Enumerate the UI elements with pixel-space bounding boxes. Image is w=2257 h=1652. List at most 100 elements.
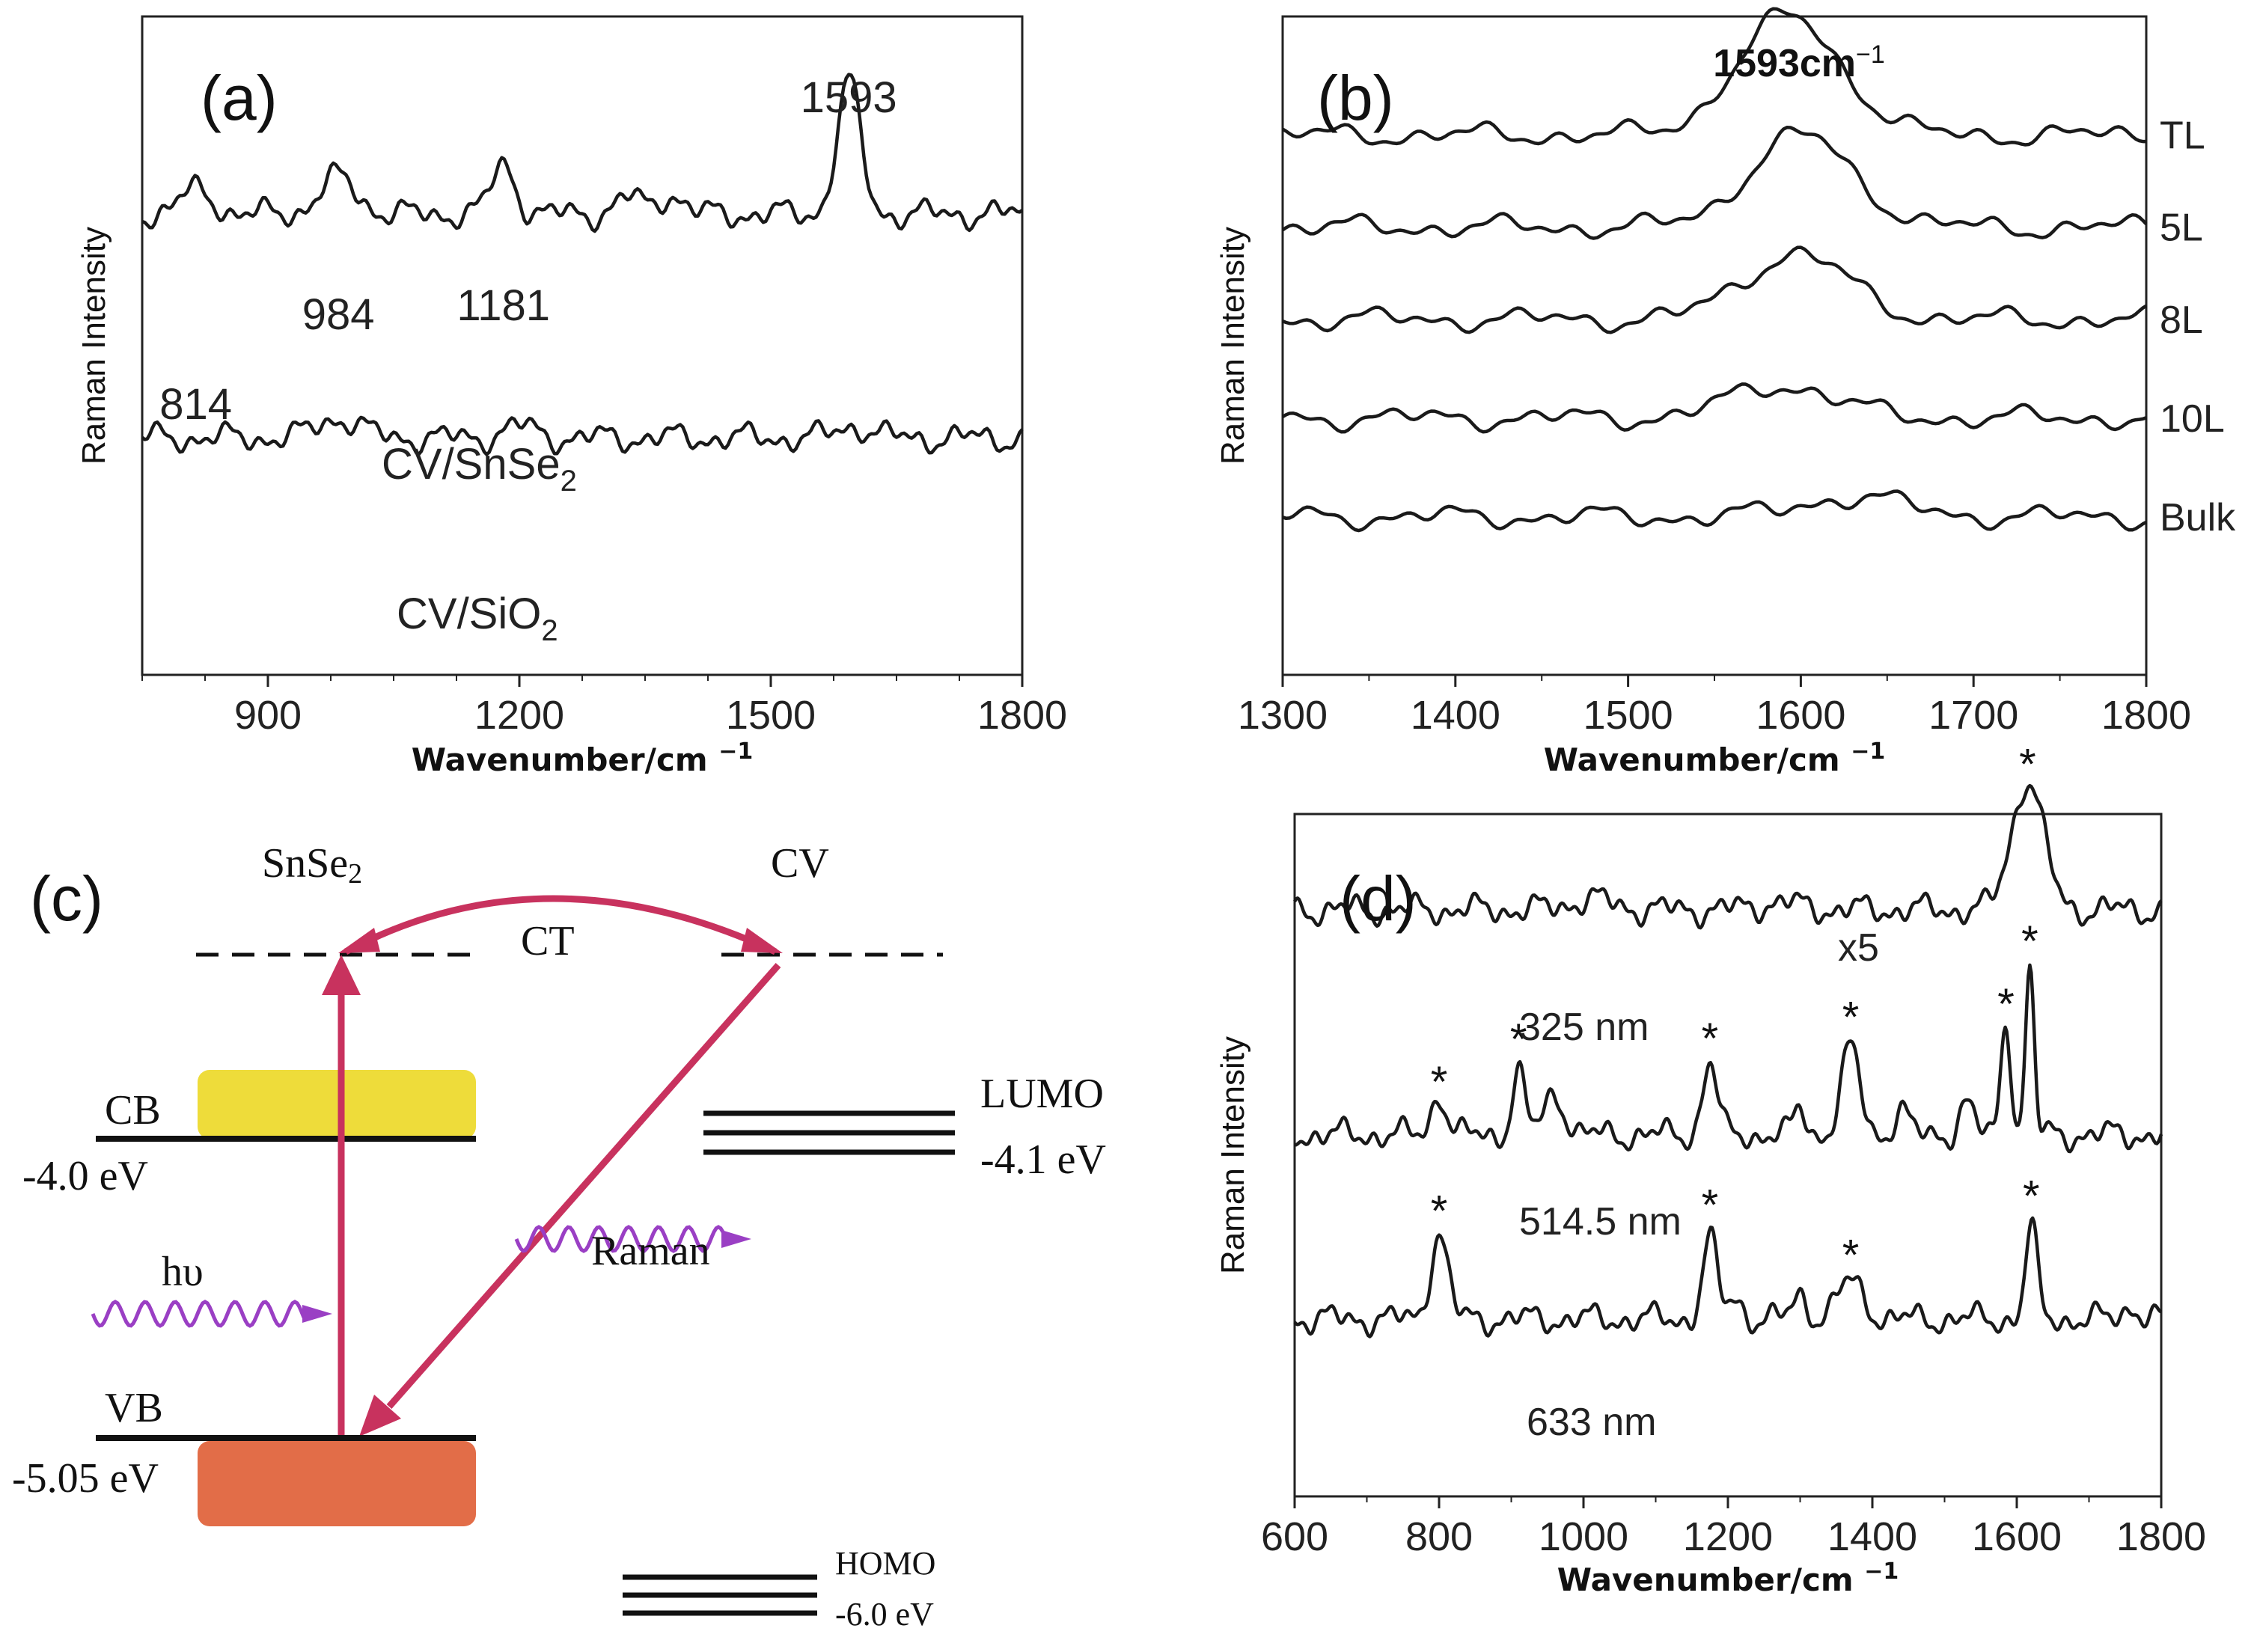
snse2-title: SnSe2 [262, 840, 362, 890]
panel-b-series-labels: TL 5L 8L 10L Bulk [2160, 114, 2236, 539]
ct-arc [343, 895, 777, 955]
cb-energy: -4.0 eV [22, 1153, 148, 1199]
series-line-CV/SiO2 [141, 415, 1024, 456]
series-label: 633 nm [1527, 1401, 1656, 1444]
panel-a-peak-labels: 814 984 1181 1593 [159, 73, 897, 429]
lumo-label: LUMO [980, 1071, 1104, 1117]
relaxation-arrowhead-icon [359, 1395, 401, 1437]
peak-star-marker: * [1842, 1231, 1860, 1279]
homo-energy: -6.0 eV [835, 1596, 934, 1633]
panel-d-peak-markers: *** * * *** *** [1431, 741, 2040, 1280]
panel-a-tick-labels: 900 1200 1500 1800 [234, 693, 1067, 738]
series-label: TL [2160, 114, 2205, 157]
panel-a-ticks [141, 675, 1024, 687]
panel-d-ylabel: Raman Intensity [1215, 1036, 1251, 1274]
series-line-514.5 nm [1294, 963, 2163, 1154]
panel-a: 900 1200 1500 1800 814 984 1181 1593 (a) CV/Sn… [76, 15, 1067, 778]
peak-star-marker: * [1842, 993, 1860, 1041]
panel-b-frame [1281, 15, 2148, 676]
peak-star-marker: * [2021, 917, 2038, 966]
ct-arrowhead-right-icon [741, 928, 783, 953]
x-tick-label: 1400 [1827, 1514, 1917, 1559]
raman-arrowhead-icon [721, 1230, 751, 1248]
peak-star-marker: * [2019, 741, 2036, 789]
panel-a-ylabel: Raman Intensity [76, 227, 112, 465]
panel-a-series-label-1: CV/SnSe2 [382, 440, 577, 498]
series-line-325 nm [1293, 783, 2163, 930]
panel-a-label: (a) [201, 63, 278, 133]
peak-label: 984 [302, 290, 375, 339]
x-tick-label: 800 [1405, 1514, 1473, 1559]
series-label: 10L [2160, 397, 2225, 441]
panel-a-xlabel: Wavenumber/cm −1 [412, 738, 754, 778]
x-tick-label: 1200 [474, 693, 564, 738]
panel-d-ticks [1293, 1496, 2163, 1508]
photon-wave-icon [91, 1300, 306, 1328]
x-tick-label: 1800 [2101, 693, 2191, 738]
vb-energy: -5.05 eV [12, 1455, 159, 1502]
series-line-CV/SnSe2 [141, 73, 1024, 233]
x-tick-label: 1000 [1539, 1514, 1628, 1559]
vb-label: VB [105, 1385, 163, 1431]
x-tick-label: 600 [1261, 1514, 1328, 1559]
homo-label: HOMO [835, 1545, 935, 1582]
peak-label: 1593 [801, 73, 897, 122]
x-tick-label: 1500 [726, 693, 816, 738]
series-line-5L [1281, 126, 2148, 240]
panel-a-traces [141, 73, 1024, 456]
ct-arrowhead-left-icon [338, 928, 380, 953]
panel-a-series-label-2: CV/SiO2 [397, 590, 558, 647]
x-tick-label: 1700 [1928, 693, 2018, 738]
peak-star-marker: * [1997, 980, 2015, 1029]
panel-d: 600 800 1000 1200 1400 1600 1800 *** * * *** *** 3… [1215, 741, 2206, 1598]
photon-arrowhead-icon [302, 1305, 332, 1323]
panel-d-series-labels: 325 nm 514.5 nm 633 nm [1519, 1006, 1682, 1444]
x-tick-label: 1200 [1683, 1514, 1773, 1559]
x-tick-label: 1600 [1972, 1514, 2062, 1559]
panel-d-label: (d) [1340, 863, 1417, 934]
series-label: 325 nm [1519, 1006, 1649, 1049]
panel-d-xlabel: Wavenumber/cm −1 [1557, 1558, 1899, 1598]
valence-band-block [198, 1441, 476, 1526]
lumo-energy: -4.1 eV [980, 1136, 1106, 1183]
peak-star-marker: * [1702, 1181, 1719, 1229]
series-label: Bulk [2160, 496, 2236, 539]
x-tick-label: 1300 [1238, 693, 1328, 738]
panel-d-tick-labels: 600 800 1000 1200 1400 1600 1800 [1261, 1514, 2206, 1559]
peak-star-marker: * [1431, 1058, 1448, 1107]
series-line-633 nm [1293, 1216, 2163, 1339]
cv-title: CV [771, 840, 829, 887]
series-line-TL [1281, 7, 2146, 147]
series-label: 8L [2160, 299, 2203, 342]
series-label: 5L [2160, 206, 2203, 250]
x-tick-label: 1600 [1756, 693, 1845, 738]
panel-b-ticks [1281, 675, 2148, 687]
peak-label: 814 [159, 380, 232, 429]
panel-b-label: (b) [1317, 63, 1394, 133]
panel-b: 1300 1400 1500 1600 1700 1800 TL 5L 8L 10L Bulk (… [1215, 7, 2236, 778]
hv-label: hυ [162, 1249, 204, 1295]
panel-b-xlabel: Wavenumber/cm −1 [1544, 738, 1886, 778]
x-tick-label: 1400 [1411, 693, 1500, 738]
peak-label: 1181 [456, 281, 550, 330]
panel-b-traces [1281, 7, 2148, 533]
raman-wave-icon [514, 1225, 725, 1253]
series-label: 514.5 nm [1519, 1200, 1682, 1243]
x-tick-label: 900 [234, 693, 302, 738]
peak-star-marker: * [1431, 1187, 1448, 1236]
panel-b-peak-annotation: 1593cm−1 [1713, 40, 1885, 85]
panel-c-label: (c) [30, 863, 103, 934]
panel-c: (c) SnSe2 CV CT CB -4.0 eV LUMO -4.1 eV … [12, 840, 1106, 1633]
ct-label: CT [521, 918, 575, 964]
conduction-band-block [198, 1070, 476, 1139]
peak-star-marker: * [1510, 1015, 1527, 1064]
excitation-arrowhead-icon [322, 955, 361, 995]
x-tick-label: 1800 [2116, 1514, 2206, 1559]
cb-label: CB [105, 1087, 161, 1134]
series-line-8L [1282, 245, 2148, 334]
peak-star-marker: * [1702, 1015, 1719, 1063]
panel-d-scale-label: x5 [1838, 926, 1879, 970]
series-line-Bulk [1282, 489, 2148, 533]
